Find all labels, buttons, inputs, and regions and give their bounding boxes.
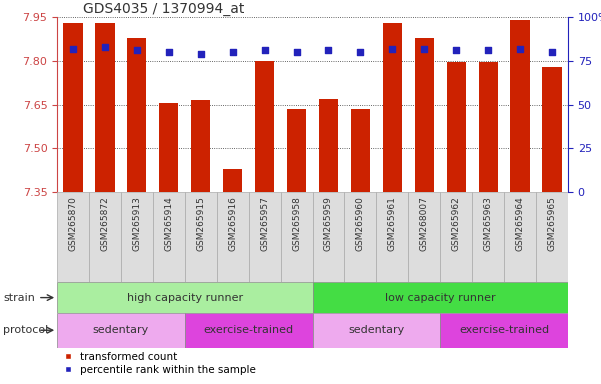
- Bar: [313, 192, 344, 282]
- Text: GSM265913: GSM265913: [132, 197, 141, 252]
- Bar: [376, 192, 408, 282]
- Text: strain: strain: [3, 293, 35, 303]
- Bar: [96, 23, 115, 192]
- Bar: [504, 192, 536, 282]
- Text: low capacity runner: low capacity runner: [385, 293, 496, 303]
- Bar: [89, 192, 121, 282]
- Text: GSM265960: GSM265960: [356, 197, 365, 252]
- Text: GSM265914: GSM265914: [164, 197, 173, 251]
- Point: [196, 51, 206, 57]
- Text: GSM265958: GSM265958: [292, 197, 301, 252]
- Text: GSM265916: GSM265916: [228, 197, 237, 252]
- Point: [69, 46, 78, 52]
- Text: protocol: protocol: [3, 325, 48, 335]
- Text: high capacity runner: high capacity runner: [127, 293, 243, 303]
- Text: exercise-trained: exercise-trained: [459, 325, 549, 335]
- Bar: [217, 192, 249, 282]
- Text: GSM265964: GSM265964: [516, 197, 525, 251]
- Point: [356, 49, 365, 55]
- Bar: [313, 282, 568, 313]
- Point: [324, 47, 334, 53]
- Bar: [542, 67, 561, 192]
- Text: GSM265872: GSM265872: [100, 197, 109, 251]
- Legend: transformed count, percentile rank within the sample: transformed count, percentile rank withi…: [59, 348, 260, 379]
- Bar: [159, 103, 178, 192]
- Bar: [255, 61, 274, 192]
- Bar: [383, 23, 402, 192]
- Bar: [510, 20, 529, 192]
- Text: GSM265915: GSM265915: [197, 197, 206, 252]
- Bar: [223, 169, 242, 192]
- Bar: [57, 282, 313, 313]
- Point: [388, 46, 397, 52]
- Point: [419, 46, 429, 52]
- Point: [451, 47, 461, 53]
- Point: [164, 49, 174, 55]
- Bar: [57, 192, 89, 282]
- Point: [260, 47, 269, 53]
- Point: [100, 44, 110, 50]
- Bar: [153, 192, 185, 282]
- Bar: [408, 192, 440, 282]
- Point: [483, 47, 493, 53]
- Point: [291, 49, 301, 55]
- Bar: [478, 63, 498, 192]
- Bar: [472, 192, 504, 282]
- Bar: [319, 99, 338, 192]
- Text: sedentary: sedentary: [93, 325, 149, 335]
- Bar: [351, 109, 370, 192]
- Bar: [57, 313, 185, 348]
- Bar: [191, 100, 210, 192]
- Point: [547, 49, 557, 55]
- Bar: [281, 192, 313, 282]
- Bar: [185, 313, 313, 348]
- Text: GSM265961: GSM265961: [388, 197, 397, 252]
- Text: sedentary: sedentary: [348, 325, 404, 335]
- Bar: [415, 38, 434, 192]
- Text: GSM265963: GSM265963: [484, 197, 493, 252]
- Bar: [536, 192, 568, 282]
- Bar: [249, 192, 281, 282]
- Bar: [121, 192, 153, 282]
- Text: GSM265965: GSM265965: [548, 197, 557, 252]
- Bar: [440, 313, 568, 348]
- Text: GSM268007: GSM268007: [419, 197, 429, 252]
- Bar: [185, 192, 217, 282]
- Point: [228, 49, 237, 55]
- Bar: [64, 23, 82, 192]
- Bar: [287, 109, 306, 192]
- Point: [515, 46, 525, 52]
- Text: GSM265959: GSM265959: [324, 197, 333, 252]
- Text: exercise-trained: exercise-trained: [204, 325, 294, 335]
- Text: GDS4035 / 1370994_at: GDS4035 / 1370994_at: [82, 2, 244, 16]
- Text: GSM265962: GSM265962: [452, 197, 461, 251]
- Bar: [344, 192, 376, 282]
- Bar: [440, 192, 472, 282]
- Bar: [447, 63, 466, 192]
- Text: GSM265957: GSM265957: [260, 197, 269, 252]
- Text: GSM265870: GSM265870: [69, 197, 78, 252]
- Point: [132, 47, 142, 53]
- Bar: [127, 38, 147, 192]
- Bar: [313, 313, 440, 348]
